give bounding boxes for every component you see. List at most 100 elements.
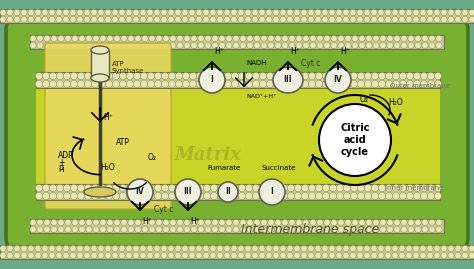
- Text: H⁺: H⁺: [340, 47, 350, 56]
- Circle shape: [427, 9, 433, 16]
- Circle shape: [189, 9, 195, 16]
- Circle shape: [91, 245, 97, 252]
- Circle shape: [469, 252, 474, 259]
- Circle shape: [238, 80, 246, 87]
- Circle shape: [261, 220, 267, 226]
- Circle shape: [387, 226, 393, 233]
- Circle shape: [436, 226, 442, 233]
- Circle shape: [266, 192, 273, 200]
- Circle shape: [190, 192, 197, 200]
- Circle shape: [246, 80, 253, 87]
- Circle shape: [322, 245, 328, 252]
- Circle shape: [161, 9, 167, 16]
- Circle shape: [191, 220, 197, 226]
- Circle shape: [121, 226, 127, 233]
- Circle shape: [191, 43, 197, 49]
- Circle shape: [65, 226, 71, 233]
- Circle shape: [436, 43, 442, 49]
- Circle shape: [282, 220, 288, 226]
- Circle shape: [400, 72, 407, 80]
- Circle shape: [121, 220, 127, 226]
- Circle shape: [268, 36, 274, 42]
- Circle shape: [212, 43, 218, 49]
- Circle shape: [366, 36, 372, 42]
- Circle shape: [100, 220, 106, 226]
- Circle shape: [182, 72, 190, 80]
- Circle shape: [49, 245, 55, 252]
- Text: Pi: Pi: [58, 165, 65, 174]
- Circle shape: [91, 9, 97, 16]
- Circle shape: [253, 72, 260, 80]
- Circle shape: [7, 252, 13, 259]
- Circle shape: [71, 185, 78, 192]
- Circle shape: [224, 16, 230, 23]
- Text: Fumarate: Fumarate: [207, 165, 240, 171]
- Circle shape: [72, 36, 78, 42]
- Circle shape: [218, 185, 225, 192]
- Circle shape: [210, 252, 216, 259]
- Circle shape: [420, 80, 428, 87]
- Circle shape: [219, 220, 225, 226]
- Circle shape: [91, 192, 99, 200]
- Circle shape: [308, 245, 314, 252]
- Circle shape: [238, 72, 246, 80]
- Text: NAD⁺+H⁺: NAD⁺+H⁺: [246, 94, 276, 99]
- Text: Citric
acid
cycle: Citric acid cycle: [340, 123, 370, 157]
- Circle shape: [415, 43, 421, 49]
- Circle shape: [357, 9, 363, 16]
- Circle shape: [462, 245, 468, 252]
- Circle shape: [336, 245, 342, 252]
- Circle shape: [309, 192, 316, 200]
- Circle shape: [84, 245, 90, 252]
- Circle shape: [329, 72, 337, 80]
- Text: Intermembrane space: Intermembrane space: [241, 224, 379, 236]
- Circle shape: [225, 185, 232, 192]
- Circle shape: [420, 16, 426, 23]
- FancyBboxPatch shape: [6, 18, 468, 250]
- Circle shape: [280, 245, 286, 252]
- Circle shape: [344, 72, 351, 80]
- Circle shape: [190, 72, 197, 80]
- Circle shape: [191, 36, 197, 42]
- Circle shape: [56, 192, 64, 200]
- Circle shape: [420, 245, 426, 252]
- Circle shape: [86, 226, 92, 233]
- Circle shape: [266, 72, 273, 80]
- Circle shape: [210, 245, 216, 252]
- Circle shape: [422, 36, 428, 42]
- Circle shape: [182, 185, 190, 192]
- Circle shape: [266, 185, 273, 192]
- Circle shape: [119, 9, 125, 16]
- Circle shape: [469, 245, 474, 252]
- Circle shape: [142, 220, 148, 226]
- Circle shape: [155, 185, 162, 192]
- Circle shape: [352, 226, 358, 233]
- Circle shape: [428, 80, 435, 87]
- Circle shape: [261, 36, 267, 42]
- Circle shape: [448, 16, 454, 23]
- Circle shape: [378, 16, 384, 23]
- Circle shape: [121, 36, 127, 42]
- Circle shape: [168, 80, 175, 87]
- Circle shape: [182, 80, 190, 87]
- Circle shape: [105, 72, 112, 80]
- Circle shape: [364, 252, 370, 259]
- Circle shape: [189, 245, 195, 252]
- Circle shape: [387, 43, 393, 49]
- Circle shape: [175, 252, 181, 259]
- Circle shape: [70, 16, 76, 23]
- Circle shape: [415, 226, 421, 233]
- Bar: [36, 72, 440, 88]
- Circle shape: [420, 9, 426, 16]
- Circle shape: [231, 185, 238, 192]
- Circle shape: [56, 72, 64, 80]
- Circle shape: [112, 252, 118, 259]
- Circle shape: [322, 80, 329, 87]
- Circle shape: [385, 245, 391, 252]
- Circle shape: [273, 72, 281, 80]
- Circle shape: [170, 43, 176, 49]
- Circle shape: [175, 9, 181, 16]
- Circle shape: [378, 9, 384, 16]
- Circle shape: [378, 245, 384, 252]
- Circle shape: [210, 16, 216, 23]
